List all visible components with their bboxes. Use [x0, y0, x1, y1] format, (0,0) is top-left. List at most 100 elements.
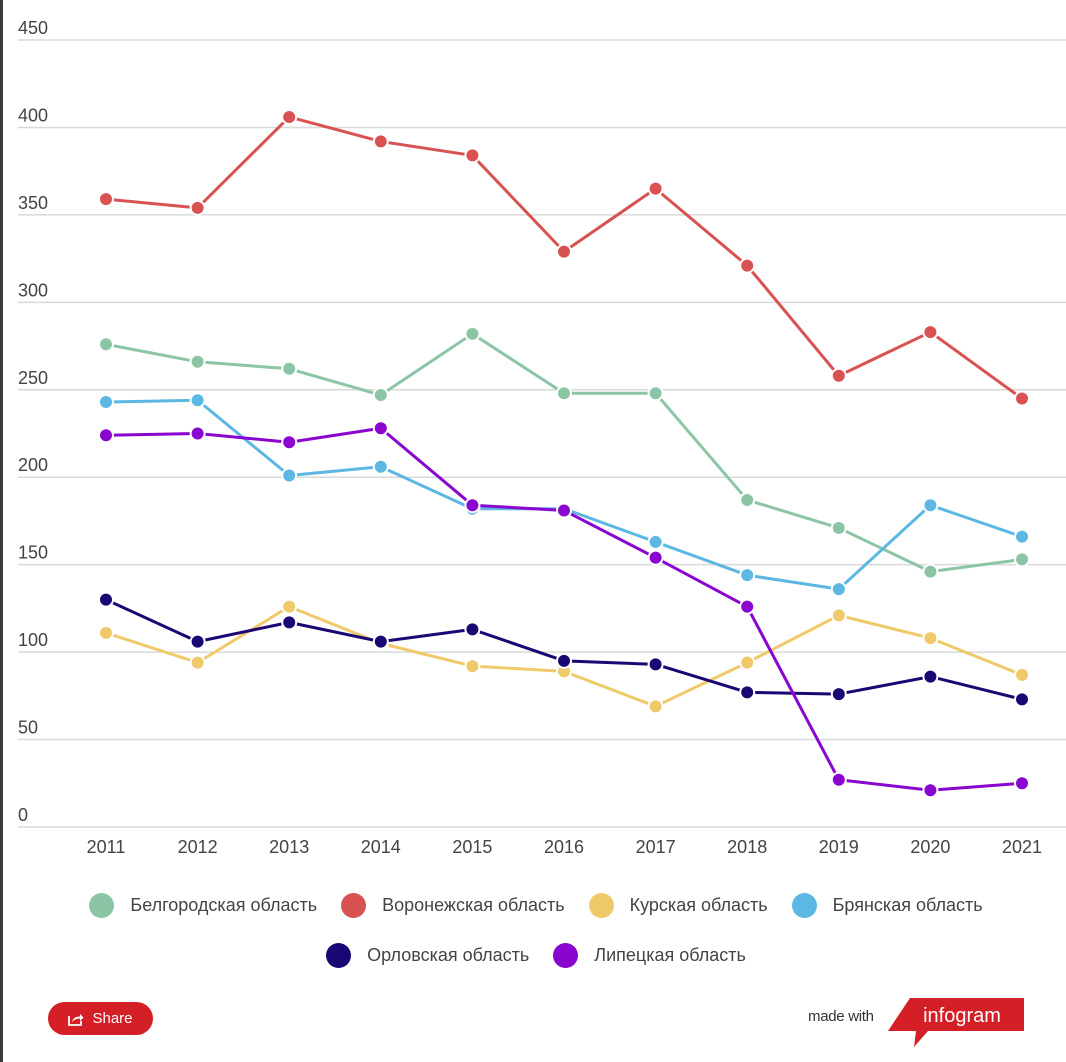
legend-swatch-icon: [341, 893, 367, 918]
data-point[interactable]: [1014, 551, 1030, 568]
x-tick-label: 2012: [178, 837, 218, 857]
series-4: [98, 591, 1030, 708]
data-point[interactable]: [647, 549, 664, 566]
data-point[interactable]: [647, 533, 664, 550]
data-point[interactable]: [830, 686, 847, 703]
data-point[interactable]: [922, 630, 939, 647]
data-point[interactable]: [372, 420, 389, 437]
data-point[interactable]: [1014, 666, 1030, 683]
series-2: [98, 598, 1030, 715]
data-point[interactable]: [464, 147, 481, 164]
gridlines: [18, 39, 1066, 828]
data-point[interactable]: [281, 108, 298, 125]
data-point[interactable]: [98, 427, 114, 444]
data-point[interactable]: [189, 425, 206, 442]
data-point[interactable]: [464, 658, 481, 675]
legend-swatch-icon: [326, 943, 352, 968]
x-axis-ticks: 2011 2012 2013 2014 2015 2016 2017 2018 2019 2020…: [87, 837, 1042, 857]
made-with-label: made with: [808, 1008, 874, 1025]
data-point[interactable]: [464, 325, 481, 342]
share-button[interactable]: Share: [48, 1002, 153, 1035]
data-point[interactable]: [281, 360, 298, 377]
y-tick-label: 300: [18, 280, 48, 300]
data-point[interactable]: [922, 782, 939, 799]
data-point[interactable]: [556, 243, 572, 260]
data-point[interactable]: [739, 654, 756, 671]
data-point[interactable]: [647, 385, 664, 402]
y-tick-label: 50: [18, 718, 38, 738]
data-point[interactable]: [739, 257, 756, 274]
data-point[interactable]: [281, 434, 298, 451]
data-point[interactable]: [647, 698, 664, 715]
data-point[interactable]: [372, 387, 389, 404]
legend-label: Липецкая область: [594, 945, 746, 965]
data-point[interactable]: [189, 353, 206, 370]
y-tick-label: 400: [18, 105, 48, 125]
data-point[interactable]: [1014, 390, 1030, 407]
data-point[interactable]: [556, 652, 572, 669]
data-point[interactable]: [830, 519, 847, 536]
legend-item[interactable]: Орловская область: [326, 943, 529, 968]
line-chart: 0 50 100 150 200 250 300 350 400 450 2011 2012 2013…: [18, 18, 1066, 857]
data-point[interactable]: [922, 497, 939, 514]
y-tick-label: 200: [18, 455, 48, 475]
data-point[interactable]: [922, 668, 939, 685]
data-point[interactable]: [464, 497, 481, 514]
data-point[interactable]: [98, 191, 114, 208]
series-line: [105, 398, 1023, 591]
data-point[interactable]: [372, 458, 389, 475]
data-point[interactable]: [556, 385, 572, 402]
data-point[interactable]: [647, 180, 664, 197]
legend-label: Воронежская область: [382, 895, 565, 915]
share-label: Share: [92, 1010, 133, 1027]
series-3: [98, 392, 1030, 598]
data-point[interactable]: [464, 621, 481, 638]
data-point[interactable]: [189, 199, 206, 216]
data-point[interactable]: [1014, 528, 1030, 545]
legend-item[interactable]: Белгородская область: [89, 893, 317, 918]
data-point[interactable]: [739, 598, 756, 615]
data-point[interactable]: [372, 633, 389, 650]
legend-label: Белгородская область: [130, 895, 318, 915]
data-point[interactable]: [739, 491, 756, 508]
data-point[interactable]: [922, 324, 939, 341]
data-point[interactable]: [1014, 691, 1030, 708]
legend-swatch-icon: [791, 893, 817, 918]
data-point[interactable]: [739, 684, 756, 701]
data-point[interactable]: [98, 336, 114, 353]
data-point[interactable]: [830, 607, 847, 624]
data-point[interactable]: [281, 467, 298, 484]
legend-item[interactable]: Воронежская область: [341, 893, 565, 918]
data-point[interactable]: [372, 133, 389, 150]
data-point[interactable]: [556, 502, 572, 519]
data-point[interactable]: [189, 392, 206, 409]
data-point[interactable]: [98, 394, 114, 411]
data-point[interactable]: [281, 614, 298, 631]
data-point[interactable]: [647, 656, 664, 673]
legend-swatch-icon: [89, 893, 115, 918]
data-point[interactable]: [922, 563, 939, 580]
legend-item[interactable]: Липецкая область: [553, 943, 746, 968]
data-point[interactable]: [98, 624, 114, 641]
x-tick-label: 2015: [452, 837, 492, 857]
infogram-logo[interactable]: infogram: [888, 998, 1024, 1048]
data-point[interactable]: [281, 598, 298, 615]
x-tick-label: 2013: [269, 837, 309, 857]
data-point[interactable]: [739, 567, 756, 584]
series-0: [98, 325, 1030, 580]
data-point[interactable]: [830, 771, 847, 788]
data-point[interactable]: [98, 591, 114, 608]
y-tick-label: 450: [18, 18, 48, 38]
legend-row-1: Белгородская область Воронежская область К…: [3, 893, 1066, 918]
data-point[interactable]: [830, 367, 847, 384]
data-point[interactable]: [189, 654, 206, 671]
legend-item[interactable]: Курская область: [588, 893, 768, 918]
x-tick-label: 2020: [910, 837, 950, 857]
y-axis-ticks: 0 50 100 150 200 250 300 350 400 450: [18, 18, 48, 825]
legend-item[interactable]: Брянская область: [791, 893, 983, 918]
data-point[interactable]: [189, 633, 206, 650]
series-5: [98, 420, 1030, 799]
series-1: [98, 108, 1030, 407]
data-point[interactable]: [830, 581, 847, 598]
data-point[interactable]: [1014, 775, 1030, 792]
